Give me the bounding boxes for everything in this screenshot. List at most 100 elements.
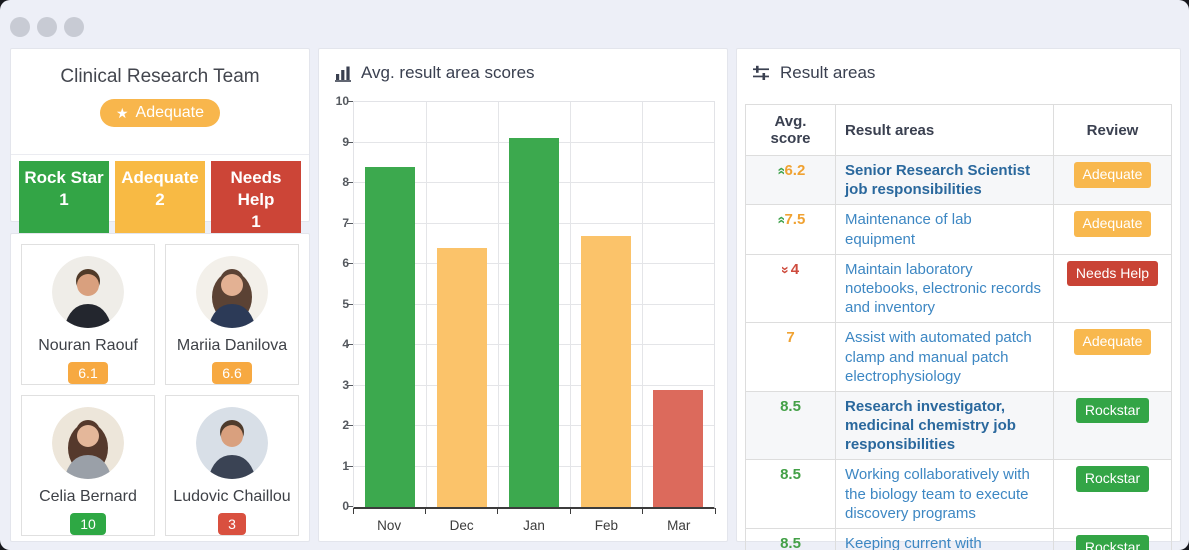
review-cell: Rockstar — [1053, 528, 1172, 550]
review-badge: Needs Help — [1066, 260, 1159, 287]
chart-panel-title: Avg. result area scores — [335, 63, 535, 83]
review-cell: Rockstar — [1053, 459, 1172, 529]
double-chevron-up-icon — [776, 213, 784, 227]
double-chevron-up-icon — [776, 164, 784, 178]
y-axis-tick — [347, 506, 353, 507]
bar-chart-icon — [335, 66, 351, 82]
review-badge: Rockstar — [1075, 535, 1150, 550]
avg-score-cell: 8.5 — [745, 528, 836, 550]
window-control-dot[interactable] — [37, 17, 57, 37]
stat-count: 1 — [251, 212, 261, 231]
avg-scores-chart: 0 1 2 3 4 5 6 7 8 9 10 Nov Dec Jan Feb Mar — [327, 94, 716, 533]
y-axis-tick — [347, 465, 353, 467]
team-status-label: Adequate — [135, 104, 205, 121]
stat-needs-help: Needs Help 1 — [211, 161, 301, 239]
member-card[interactable]: Ludovic Chaillou 3 — [165, 395, 299, 536]
window-control-dot[interactable] — [64, 17, 84, 37]
table-row: 4 Maintain laboratory notebooks, electro… — [745, 253, 1172, 324]
y-axis-label: 8 — [342, 175, 349, 189]
chart-x-axis: Nov Dec Jan Feb Mar — [352, 508, 716, 538]
y-axis-label: 2 — [342, 418, 349, 432]
avg-score-cell: 4 — [745, 253, 836, 324]
result-area-link[interactable]: Keeping current with medicinal chemistry… — [835, 528, 1054, 550]
chart-bar-dec[interactable] — [437, 247, 487, 507]
result-area-link[interactable]: Working collaboratively with the biology… — [835, 459, 1054, 529]
review-cell: Rockstar — [1053, 390, 1172, 461]
member-name: Mariia Danilova — [176, 337, 288, 354]
col-header-result-areas: Result areas — [835, 104, 1054, 156]
y-axis-label: 10 — [335, 94, 349, 108]
avg-scores-panel: Avg. result area scores 0 1 2 3 4 5 6 7 8 9 10 Nov… — [318, 48, 728, 542]
member-name: Nouran Raouf — [38, 337, 138, 354]
y-axis-label: 9 — [342, 134, 349, 149]
x-axis-label: Jan — [523, 518, 545, 533]
avatar — [196, 407, 268, 479]
avg-score-value: 7.5 — [784, 211, 806, 229]
table-row: 8.5 Working collaboratively with the bio… — [745, 459, 1172, 529]
member-card[interactable]: Nouran Raouf 6.1 — [21, 244, 155, 385]
result-area-link[interactable]: Maintain laboratory notebooks, electroni… — [835, 253, 1054, 324]
member-score-badge: 6.1 — [68, 362, 108, 384]
member-card[interactable]: Mariia Danilova 6.6 — [165, 244, 299, 385]
result-area-link[interactable]: Maintenance of lab equipment — [835, 204, 1054, 255]
col-header-avg-score: Avg. score — [745, 104, 836, 156]
x-axis-label: Dec — [449, 518, 474, 533]
y-axis-label: 1 — [342, 458, 349, 473]
y-axis-label: 5 — [342, 296, 349, 311]
avg-score-value: 6.2 — [784, 162, 806, 179]
table-row: 7 Assist with automated patch clamp and … — [745, 322, 1172, 392]
y-axis-label: 3 — [342, 377, 349, 392]
member-name: Ludovic Chaillou — [173, 488, 291, 505]
star-icon: ★ — [115, 105, 129, 121]
review-badge: Rockstar — [1075, 397, 1150, 424]
member-score-badge: 3 — [218, 513, 246, 535]
avg-score-cell: 7.5 — [745, 204, 836, 255]
result-area-link[interactable]: Research investigator, medicinal chemist… — [835, 390, 1054, 461]
y-axis-tick — [347, 303, 353, 305]
member-score-badge: 6.6 — [212, 362, 252, 384]
chart-bar-mar[interactable] — [653, 389, 703, 507]
avatar — [52, 256, 124, 328]
chart-bar-feb[interactable] — [581, 235, 631, 507]
chart-plot — [347, 101, 715, 509]
y-axis-tick — [347, 141, 353, 143]
x-axis-tick — [424, 508, 426, 514]
team-header: Clinical Research Team ★ Adequate — [11, 49, 309, 155]
y-axis-label: 4 — [342, 337, 349, 351]
y-axis-tick — [347, 384, 353, 386]
window-titlebar — [10, 17, 84, 37]
table-row: 7.5 Maintenance of lab equipment Adequat… — [745, 204, 1172, 255]
table-header-row: Avg. score Result areas Review — [745, 104, 1172, 156]
review-cell: Needs Help — [1053, 253, 1172, 324]
member-score-badge: 10 — [70, 513, 106, 535]
stat-label: Adequate — [121, 168, 199, 187]
x-axis-label: Feb — [594, 518, 619, 533]
y-axis-tick — [347, 263, 353, 264]
avg-score-value: 4 — [790, 260, 800, 278]
stat-rockstar: Rock Star 1 — [19, 161, 109, 239]
member-card[interactable]: Celia Bernard 10 — [21, 395, 155, 536]
y-axis-tick — [347, 344, 353, 345]
avatar — [52, 407, 124, 479]
chart-bar-jan[interactable] — [509, 138, 559, 507]
y-axis-label: 6 — [342, 256, 349, 270]
team-summary-card: Clinical Research Team ★ Adequate Rock S… — [10, 48, 310, 239]
result-area-link[interactable]: Senior Research Scientist job responsibi… — [835, 154, 1054, 206]
x-axis-tick — [497, 508, 499, 514]
avg-score-cell: 6.2 — [745, 154, 836, 206]
avg-score-cell: 7 — [745, 322, 836, 392]
v-gridline — [642, 102, 643, 507]
stat-count: 1 — [59, 190, 69, 209]
chart-title: Avg. result area scores — [361, 63, 535, 82]
x-axis-tick — [569, 508, 571, 514]
v-gridline — [426, 102, 427, 507]
y-axis-label: 0 — [342, 499, 349, 513]
avatar — [196, 256, 268, 328]
result-area-link[interactable]: Assist with automated patch clamp and ma… — [835, 322, 1054, 392]
chart-bar-nov[interactable] — [365, 166, 415, 507]
review-badge: Rockstar — [1075, 466, 1150, 492]
table-row: 8.5 Research investigator, medicinal che… — [745, 390, 1172, 461]
window-control-dot[interactable] — [10, 17, 30, 37]
y-axis-tick — [347, 101, 353, 102]
